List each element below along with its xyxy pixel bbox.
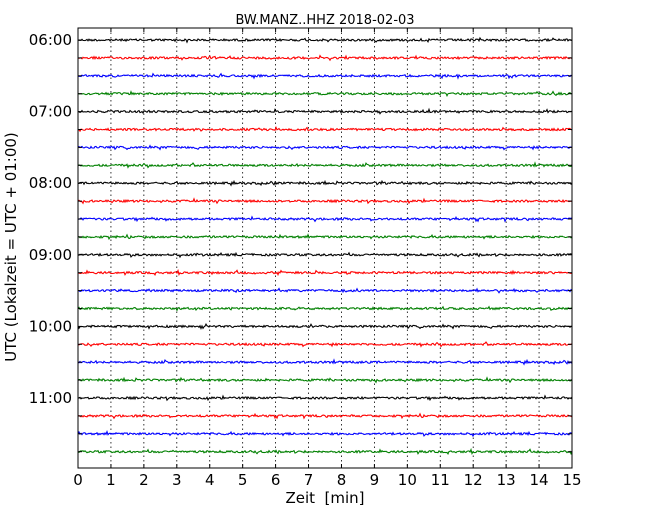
y-tick-label: 11:00 [29, 389, 72, 407]
trace-1145 [77, 447, 573, 456]
trace-0845 [77, 233, 573, 241]
trace-0715 [77, 125, 573, 133]
x-axis-title: Zeit [min] [285, 489, 364, 507]
x-tick-label: 6 [271, 471, 281, 489]
y-tick-label: 06:00 [29, 31, 72, 49]
chart-title: BW.MANZ..HHZ 2018-02-03 [235, 13, 414, 28]
x-tick-label: 10 [398, 471, 417, 489]
trace-0930 [77, 287, 573, 294]
trace-0915 [77, 268, 573, 277]
y-tick-label: 10:00 [29, 317, 72, 335]
vertical-grid [110, 28, 540, 468]
x-tick-label: 7 [304, 471, 314, 489]
x-tick-label: 11 [431, 471, 450, 489]
trace-0945 [77, 305, 573, 312]
x-tick-label: 12 [464, 471, 483, 489]
x-tick-label: 0 [73, 471, 83, 489]
x-tick-label: 3 [172, 471, 182, 489]
x-tick-label: 14 [530, 471, 549, 489]
trace-0900 [77, 251, 573, 259]
x-tick-label: 8 [337, 471, 347, 489]
trace-1045 [77, 376, 573, 384]
x-tick-label: 2 [139, 471, 149, 489]
y-tick-label: 07:00 [29, 103, 72, 121]
trace-1000 [77, 323, 573, 331]
trace-1030 [77, 358, 573, 366]
trace-0815 [77, 197, 573, 205]
trace-0800 [77, 179, 573, 187]
trace-1130 [77, 430, 573, 438]
trace-0600 [77, 36, 573, 44]
plot-frame [77, 27, 573, 469]
trace-0700 [77, 107, 573, 115]
axis-ticks [77, 28, 573, 468]
y-tick-label: 08:00 [29, 174, 72, 192]
trace-1100 [77, 394, 573, 402]
trace-0830 [77, 215, 572, 223]
y-tick-label: 09:00 [29, 246, 72, 264]
y-axis-tick-labels: 06:00 07:00 08:00 09:00 10:00 11:00 [29, 31, 72, 407]
x-axis-tick-labels: 0 1 2 3 4 5 6 7 8 9 10 11 12 13 14 15 [73, 471, 581, 489]
x-tick-label: 1 [106, 471, 116, 489]
y-axis-title: UTC (Lokalzeit = UTC + 01:00) [2, 132, 20, 362]
trace-1015 [77, 341, 573, 348]
seismic-traces [77, 36, 573, 456]
x-tick-label: 5 [238, 471, 248, 489]
trace-0615 [77, 54, 573, 62]
x-tick-label: 9 [370, 471, 380, 489]
trace-0630 [77, 72, 573, 80]
trace-0730 [77, 144, 573, 151]
trace-0645 [77, 90, 573, 97]
x-tick-label: 15 [562, 471, 581, 489]
x-tick-label: 13 [497, 471, 516, 489]
x-tick-label: 4 [205, 471, 215, 489]
trace-0745 [77, 161, 573, 169]
trace-1115 [77, 412, 573, 420]
